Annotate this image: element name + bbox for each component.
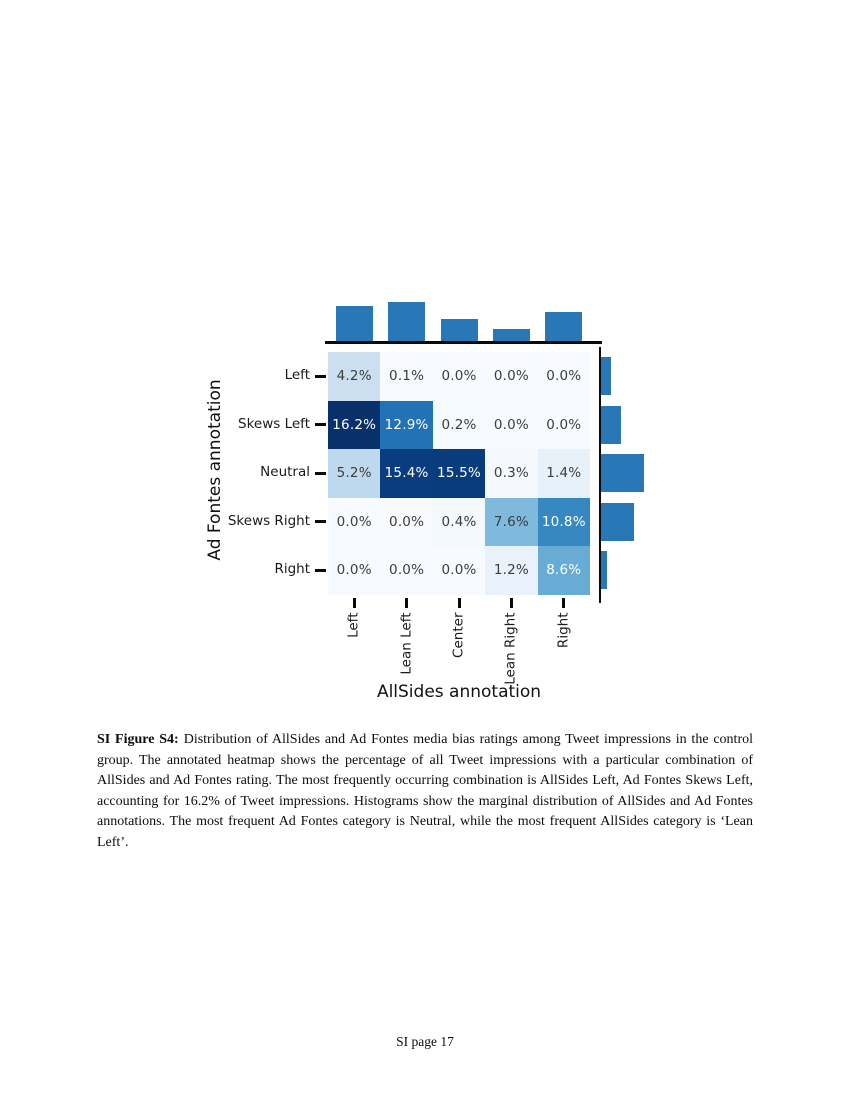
heatmap-cell: 0.4% xyxy=(432,497,486,546)
heatmap-cell: 8.6% xyxy=(537,546,590,595)
y-axis-tick xyxy=(315,471,326,475)
heatmap-cell: 4.2% xyxy=(328,352,381,401)
heatmap-cell: 7.6% xyxy=(485,497,538,546)
y-tick-label: Left xyxy=(284,367,310,384)
heatmap-cell: 12.9% xyxy=(380,400,433,449)
x-axis-tick xyxy=(405,598,409,608)
heatmap-cell: 0.2% xyxy=(432,400,486,449)
heatmap-cell: 1.4% xyxy=(537,449,590,498)
top-histogram-bar xyxy=(545,312,583,341)
figure-caption: SI Figure S4: Distribution of AllSides an… xyxy=(97,730,753,854)
heatmap-cell: 0.3% xyxy=(485,449,538,498)
heatmap-cell: 15.5% xyxy=(432,449,486,498)
right-histogram-bar xyxy=(601,405,621,444)
top-histogram-bar xyxy=(388,302,426,341)
page-number: SI page 17 xyxy=(396,1034,454,1049)
heatmap-cell: 0.0% xyxy=(328,497,381,546)
heatmap-cell: 0.1% xyxy=(380,352,433,401)
y-axis-tick xyxy=(315,568,326,572)
top-histogram-bar xyxy=(492,328,530,341)
heatmap-cell: 10.8% xyxy=(537,497,590,546)
x-axis-tick xyxy=(509,598,513,608)
top-histogram-axis-line xyxy=(325,341,602,344)
top-histogram-bar xyxy=(440,319,478,341)
x-axis-tick xyxy=(457,598,461,608)
heatmap-cell: 15.4% xyxy=(380,449,433,498)
heatmap-cell: 0.0% xyxy=(432,546,486,595)
y-tick-label: Skews Right xyxy=(227,512,310,529)
heatmap-cell: 0.0% xyxy=(485,352,538,401)
y-axis-tick xyxy=(315,374,326,378)
top-histogram-bar xyxy=(335,306,373,341)
heatmap-cell: 0.0% xyxy=(380,497,433,546)
right-histogram-bar xyxy=(601,502,634,541)
x-axis-tick xyxy=(562,598,566,608)
right-histogram-bar xyxy=(601,357,611,396)
y-tick-label: Neutral xyxy=(260,464,310,481)
heatmap-cell: 0.0% xyxy=(328,546,381,595)
y-axis-tick xyxy=(315,520,326,524)
heatmap-cell: 0.0% xyxy=(485,400,538,449)
heatmap-cell: 16.2% xyxy=(328,400,381,449)
heatmap-cell: 5.2% xyxy=(328,449,381,498)
right-histogram-axis-line xyxy=(598,347,601,603)
heatmap-cell: 0.0% xyxy=(432,352,486,401)
x-axis-title: AllSides annotation xyxy=(376,682,542,702)
figure-caption-label: SI Figure S4: xyxy=(97,732,179,747)
heatmap-cell: 1.2% xyxy=(485,546,538,595)
right-histogram-bar xyxy=(601,551,607,590)
y-axis-tick xyxy=(315,423,326,427)
y-axis-title: Ad Fontes annotation xyxy=(205,379,225,561)
heatmap-cell: 0.0% xyxy=(537,352,590,401)
heatmap-cell: 0.0% xyxy=(380,546,433,595)
right-histogram-bar xyxy=(601,454,644,493)
figure-caption-text: Distribution of AllSides and Ad Fontes m… xyxy=(97,732,753,850)
y-tick-label: Skews Left xyxy=(238,415,310,432)
heatmap-cell: 0.0% xyxy=(537,400,590,449)
y-tick-label: Right xyxy=(274,561,310,578)
x-axis-tick xyxy=(352,598,356,608)
